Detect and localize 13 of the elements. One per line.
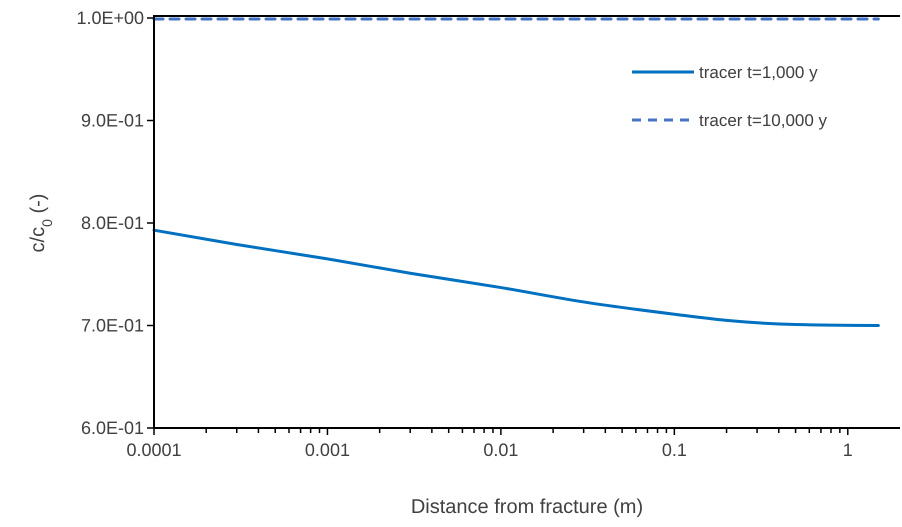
y-tick-label: 7.0E-01 (80, 316, 144, 336)
x-tick-label: 0.0001 (126, 440, 182, 460)
x-tick-label: 0.1 (662, 440, 687, 460)
y-tick-label: 8.0E-01 (80, 213, 144, 233)
y-tick-label: 9.0E-01 (80, 110, 144, 130)
legend-label: tracer t=10,000 y (699, 111, 828, 130)
x-tick-label: 0.01 (483, 440, 518, 460)
y-tick-label: 1.0E+00 (76, 8, 144, 28)
x-tick-label: 1 (842, 440, 853, 460)
x-axis-title: Distance from fracture (m) (410, 496, 644, 518)
x-tick-label: 0.001 (304, 440, 350, 460)
y-tick-label: 6.0E-01 (80, 418, 144, 438)
legend-label: tracer t=1,000 y (699, 63, 818, 82)
